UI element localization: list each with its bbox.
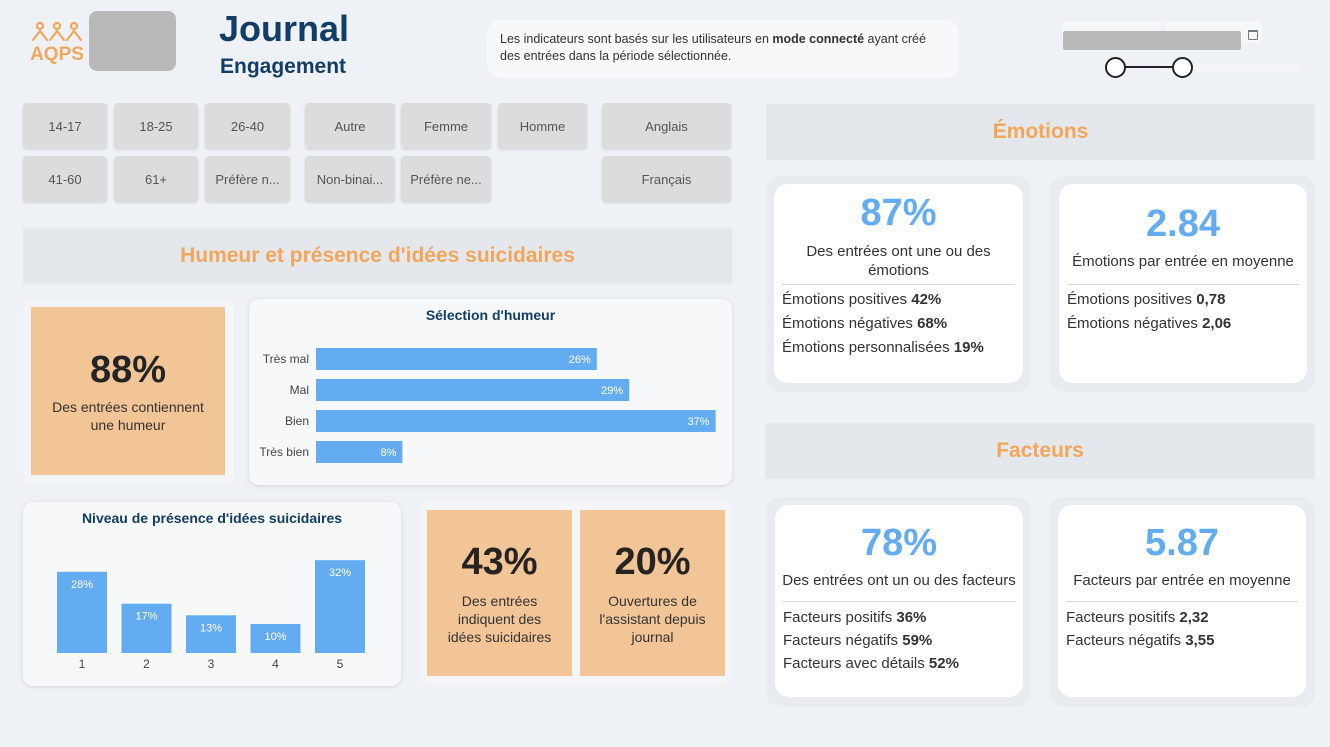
suicidal-category-label: 2 [143, 657, 150, 671]
suicidal-chart-title: Niveau de présence d'idées suicidaires [81, 510, 343, 526]
filter-gender-button[interactable]: Autre [305, 103, 395, 149]
filter-gender-button[interactable]: Préfère ne... [401, 156, 491, 202]
page-title: Journal [219, 8, 350, 49]
factors-avg-card: 5.87 Facteurs par entrée en moyenne Fact… [1058, 505, 1306, 697]
info-note: Les indicateurs sont basés sur les utili… [487, 20, 959, 78]
suicidal-bar [121, 603, 172, 653]
factors-pct-value: 78% [860, 522, 938, 564]
suicidal-chart: 28% 1 17% 2 13% 3 10% 4 32% 5 [57, 560, 365, 671]
info-text-bold: mode connecté [772, 32, 865, 46]
emotions-avg-card: 2.84 Émotions par entrée en moyenne Émot… [1059, 184, 1307, 383]
filter-language-button[interactable]: Français [602, 156, 731, 202]
emotions-section-title: Émotions [766, 104, 1315, 160]
mood-bar-value-label: 37% [688, 416, 710, 428]
mood-bar [316, 441, 403, 463]
filter-gender-button[interactable]: Femme [401, 103, 491, 149]
filter-age-button[interactable]: Préfère n... [205, 156, 290, 202]
factors-pct-label: Des entrées ont un ou des facteurs [782, 572, 1016, 589]
mood-bar-value-label: 29% [601, 385, 623, 397]
filter-age-button[interactable]: 14-17 [23, 103, 107, 149]
page-subtitle: Engagement [220, 55, 347, 78]
filter-gender-button[interactable]: Homme [498, 103, 587, 149]
filter-age-button[interactable]: 26-40 [205, 103, 290, 149]
filter-language-button[interactable]: Anglais [602, 103, 731, 149]
mood-chart-title: Sélection d'humeur [425, 307, 556, 323]
filter-age-button[interactable]: 61+ [114, 156, 198, 202]
mood-section-title: Humeur et présence d'idées suicidaires [23, 228, 732, 284]
emotions-avg-label: Émotions par entrée en moyenne [1072, 253, 1294, 270]
mood-category-label: Bien [285, 414, 309, 428]
mood-kpi-value: 88% [89, 348, 167, 391]
emotions-pct-label: Des entrées ont une ou des émotions [806, 243, 991, 279]
factors-avg-line: Facteurs positifs 2,32 [1066, 609, 1209, 626]
mood-category-label: Très mal [263, 352, 309, 366]
emotions-pct-line: Émotions positives 42% [782, 291, 942, 308]
mood-chart: Très mal 26% Mal 29% Bien 37% Très bien 8% [259, 348, 716, 463]
mood-bar-value-label: 26% [569, 354, 591, 366]
suicidal-bar-value-label: 13% [200, 622, 222, 634]
emotions-avg-line: Émotions négatives 2,06 [1067, 315, 1232, 332]
assistant-kpi-value: 20% [614, 540, 691, 583]
date-range-field[interactable] [1063, 31, 1241, 50]
logo-text: AQPS [30, 44, 84, 65]
emotions-pct-line: Émotions négatives 68% [782, 315, 948, 332]
factors-pct-line: Facteurs avec détails 52% [783, 655, 959, 672]
factors-avg-line: Facteurs négatifs 3,55 [1066, 632, 1215, 649]
divider [1067, 284, 1299, 285]
factors-pct-card: 78% Des entrées ont un ou des facteurs F… [775, 505, 1023, 697]
suicidal-bar [186, 615, 236, 653]
factors-avg-label: Facteurs par entrée en moyenne [1073, 572, 1291, 589]
date-slider-track[interactable] [1115, 66, 1183, 68]
filter-age-button[interactable]: 41-60 [23, 156, 107, 202]
factors-pct-line: Facteurs négatifs 59% [783, 632, 933, 649]
mood-bar [316, 410, 716, 432]
mood-bar [316, 348, 597, 370]
mood-bar [316, 379, 630, 401]
assistant-kpi-label: Ouvertures de l'assistant depuis journal [599, 592, 706, 645]
emotions-avg-value: 2.84 [1146, 203, 1220, 245]
emotions-pct-value: 87% [860, 192, 937, 234]
emotions-pct-card: 87% Des entrées ont une ou des émotions … [774, 184, 1023, 383]
factors-section-title: Facteurs [765, 423, 1315, 479]
info-text-pre: Les indicateurs sont basés sur les utili… [500, 32, 773, 46]
suicidal-bar [250, 624, 301, 653]
suicidal-category-label: 5 [337, 657, 344, 671]
calendar-icon[interactable] [1248, 30, 1258, 40]
logo: AQPS [26, 20, 88, 68]
suicidal-bar-value-label: 28% [71, 579, 93, 591]
suicidal-kpi-value: 43% [461, 540, 538, 583]
assistant-kpi-card: 20% Ouvertures de l'assistant depuis jou… [580, 510, 725, 676]
placeholder-image [89, 11, 176, 71]
emotions-avg-line: Émotions positives 0,78 [1067, 291, 1226, 308]
mood-category-label: Mal [290, 383, 309, 397]
suicidal-kpi-label: Des entrées indiquent des idées suicidai… [447, 592, 552, 645]
info-text-post: ayant créé des entrées dans la période s… [500, 32, 926, 63]
filter-gender-button[interactable]: Non-binai... [305, 156, 395, 202]
mood-category-label: Très bien [259, 445, 309, 459]
emotions-pct-line: Émotions personnalisées 19% [782, 339, 984, 356]
suicidal-category-label: 3 [208, 657, 215, 671]
factors-avg-value: 5.87 [1145, 522, 1219, 564]
suicidal-bar [315, 560, 365, 653]
divider [1066, 601, 1298, 602]
date-slider-start-handle[interactable] [1105, 57, 1126, 78]
suicidal-bar-value-label: 32% [329, 567, 351, 579]
suicidal-kpi-card: 43% Des entrées indiquent des idées suic… [427, 510, 572, 676]
suicidal-bar-value-label: 17% [135, 611, 157, 623]
filter-age-button[interactable]: 18-25 [114, 103, 198, 149]
divider [782, 284, 1015, 285]
logo-people-icon [31, 22, 83, 42]
mood-kpi-label: Des entrées contiennent une humeur [52, 398, 204, 433]
factors-pct-line: Facteurs positifs 36% [783, 609, 927, 626]
suicidal-category-label: 4 [272, 657, 279, 671]
date-slider-end-handle[interactable] [1172, 57, 1193, 78]
suicidal-bar [57, 571, 107, 653]
divider [783, 601, 1015, 602]
mood-bar-value-label: 8% [380, 447, 396, 459]
suicidal-category-label: 1 [79, 657, 86, 671]
suicidal-bar-value-label: 10% [264, 631, 286, 643]
mood-kpi-card: 88% Des entrées contiennent une humeur [31, 307, 225, 475]
